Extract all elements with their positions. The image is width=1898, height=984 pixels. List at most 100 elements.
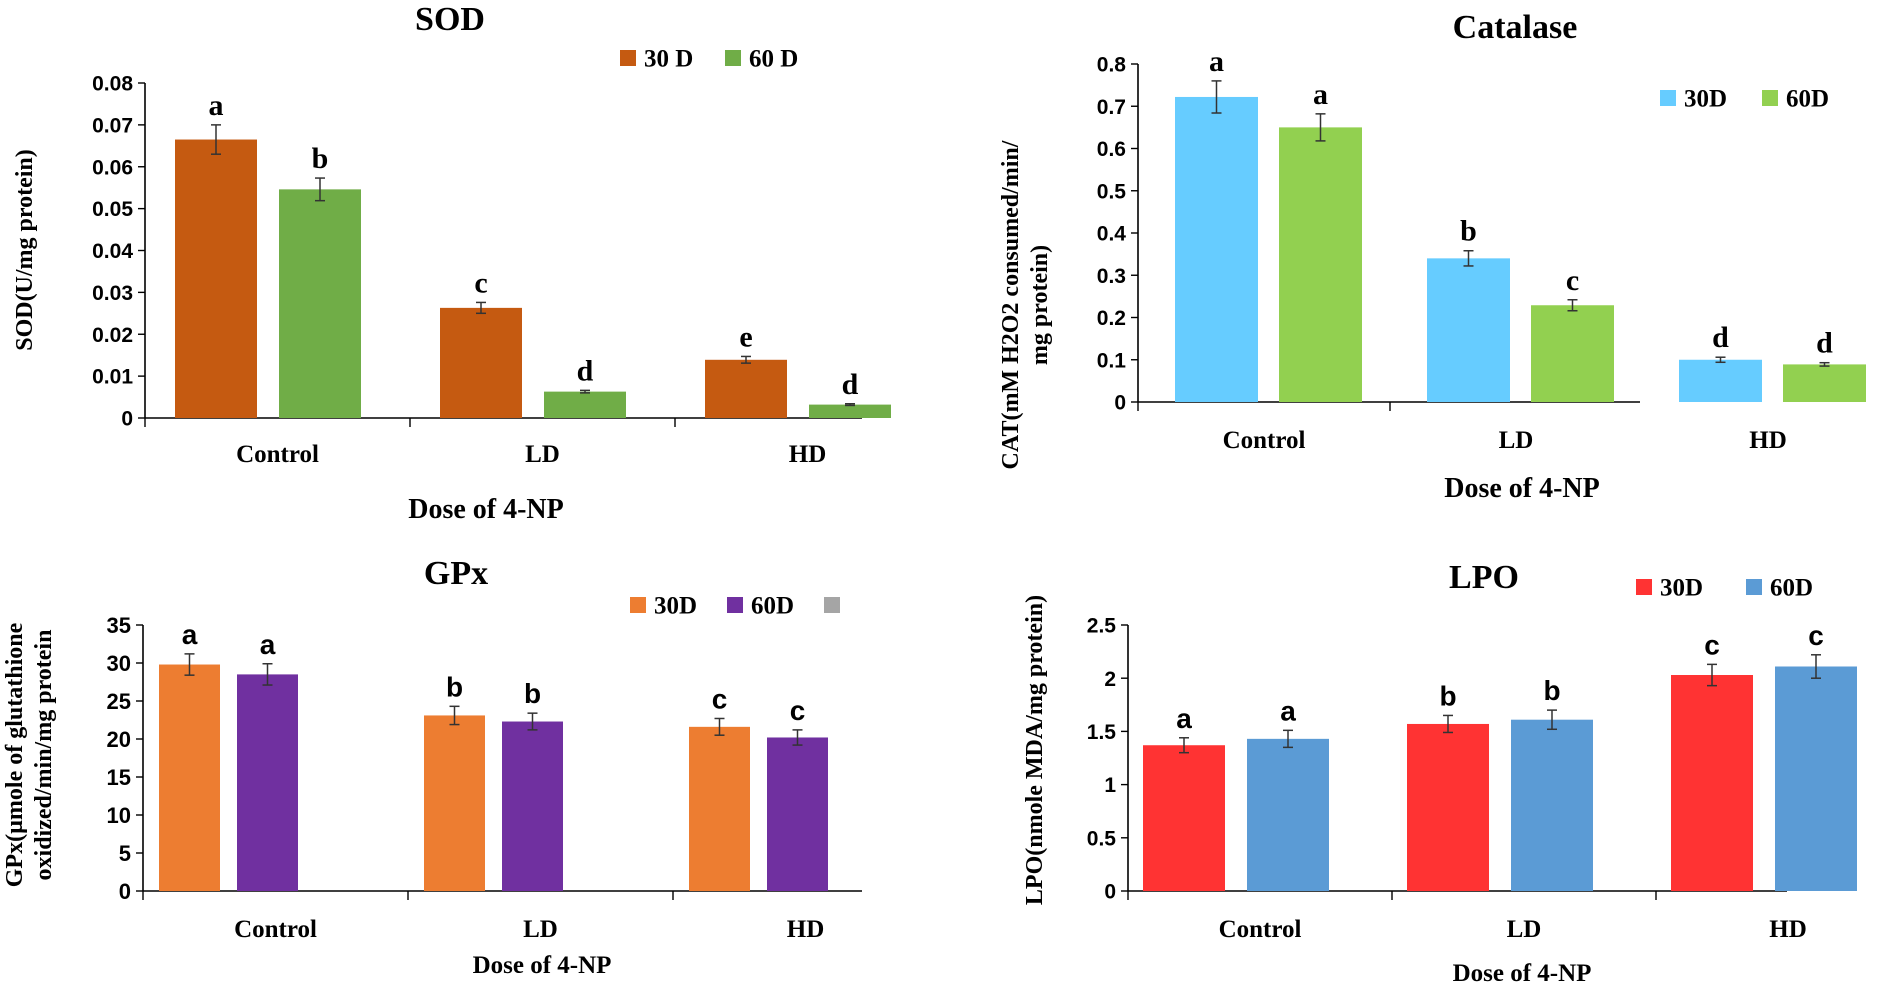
legend-label: 30D — [1684, 86, 1727, 113]
significance-letter: c — [1704, 629, 1720, 660]
y-tick-label: 0.4 — [1097, 223, 1127, 246]
gpx-chart-panel: GPx 0 5 10 15 20 25 30 35 a a Control b b LD c c HD Dose o… — [2, 555, 862, 979]
y-tick-label: 0.04 — [92, 240, 133, 263]
y-tick-label: 0.01 — [92, 366, 133, 389]
legend-label: 30D — [1660, 575, 1703, 602]
significance-letter: b — [1439, 680, 1456, 711]
bar-sod-control-30d — [175, 139, 257, 418]
y-tick-label: 0.06 — [92, 156, 133, 179]
significance-letter: b — [1460, 215, 1477, 248]
y-tick-label: 15 — [107, 765, 131, 790]
chart-title: GPx — [424, 555, 488, 592]
bar-cat-control-30d — [1175, 96, 1258, 402]
legend-swatch — [630, 597, 646, 613]
y-tick-label: 0.5 — [1087, 827, 1117, 850]
y-axis-title: GPx(µmole of glutathione oxidized/min/mg … — [2, 622, 57, 887]
significance-letter: c — [474, 266, 487, 299]
x-category-label: HD — [1749, 427, 1787, 454]
y-tick-label: 20 — [107, 727, 131, 752]
significance-letter: a — [260, 629, 276, 660]
bar-lpo-control-30d — [1143, 745, 1225, 891]
y-tick-label: 0.7 — [1097, 96, 1126, 119]
y-tick-label: 0.08 — [92, 73, 133, 96]
x-category-label: LD — [523, 916, 558, 943]
legend-swatch — [725, 50, 741, 66]
y-tick-label: 0 — [1104, 881, 1116, 904]
x-category-label: HD — [789, 441, 827, 468]
y-tick-label: 0.8 — [1097, 54, 1127, 77]
bar-lpo-ld-60d — [1511, 719, 1593, 891]
significance-letter: b — [446, 671, 463, 702]
chart-title: LPO — [1449, 559, 1519, 596]
y-axis-title: LPO(nmole MDA/mg protein) — [1022, 595, 1048, 905]
y-tick-label: 0.6 — [1097, 138, 1126, 161]
x-category-label: Control — [236, 441, 319, 468]
y-tick-label: 0 — [121, 408, 133, 431]
significance-letter: d — [842, 368, 859, 401]
y-axis-title: CAT(mM H2O2 consumed/min/mg protein) — [998, 140, 1053, 469]
x-axis-title: Dose of 4-NP — [473, 952, 612, 979]
x-axis-title: Dose of 4-NP — [408, 494, 564, 525]
y-axis-title-line: GPx(µmole of glutathione — [2, 622, 28, 887]
bar-lpo-control-60d — [1247, 738, 1329, 891]
bar-gpx-hd-60d — [767, 737, 828, 891]
bar-gpx-control-30d — [159, 664, 220, 891]
legend-label: 30 D — [644, 46, 693, 73]
significance-letter: b — [1543, 675, 1560, 706]
y-axis-title: SOD(U/mg protein) — [12, 149, 38, 351]
bar-lpo-hd-60d — [1775, 666, 1857, 891]
y-tick-label: 0.05 — [92, 198, 133, 221]
bar-gpx-ld-60d — [502, 721, 563, 891]
y-tick-label: 5 — [119, 841, 131, 866]
legend-swatch — [620, 50, 636, 66]
chart-title: SOD — [415, 1, 485, 38]
bar-gpx-hd-30d — [689, 726, 750, 891]
significance-letter: d — [1712, 321, 1729, 354]
legend-swatch — [1762, 90, 1778, 106]
significance-letter: b — [524, 678, 541, 709]
legend-label: 60D — [751, 593, 794, 620]
y-tick-label: 0 — [1114, 392, 1126, 415]
bar-lpo-hd-30d — [1671, 675, 1753, 891]
y-axis-title-line: mg protein) — [1027, 245, 1053, 365]
significance-letter: a — [1209, 45, 1224, 78]
legend-label: 60 D — [749, 46, 798, 73]
significance-letter: a — [1313, 78, 1328, 111]
catalase-chart-panel: Catalase 0 0.1 0.2 0.3 0.4 0.5 0.6 0.7 0.8 a a Contr… — [998, 9, 1866, 504]
x-axis-title: Dose of 4-NP — [1444, 473, 1600, 504]
y-tick-label: 30 — [107, 651, 131, 676]
bar-sod-control-60d — [279, 189, 361, 418]
significance-letter: c — [790, 695, 806, 726]
significance-letter: b — [312, 142, 329, 175]
bar-sod-hd-30d — [705, 359, 787, 418]
bar-gpx-ld-30d — [424, 715, 485, 891]
legend-swatch — [1636, 579, 1652, 595]
bar-lpo-ld-30d — [1407, 723, 1489, 891]
y-axis-title-line: CAT(mM H2O2 consumed/min/ — [998, 140, 1024, 469]
y-tick-label: 10 — [107, 803, 131, 828]
significance-letter: d — [1816, 327, 1833, 360]
y-axis-title-line: SOD(U/mg protein) — [12, 149, 38, 351]
significance-letter: e — [739, 320, 752, 353]
y-tick-label: 0.2 — [1097, 307, 1126, 330]
legend-swatch — [727, 597, 743, 613]
y-tick-label: 25 — [107, 689, 131, 714]
y-tick-label: 35 — [107, 613, 131, 638]
y-tick-label: 0.07 — [92, 114, 133, 137]
legend-swatch — [1746, 579, 1762, 595]
bar-cat-hd-60d — [1783, 364, 1866, 402]
significance-letter: a — [182, 619, 198, 650]
bar-cat-ld-60d — [1531, 305, 1614, 402]
y-tick-label: 0.02 — [92, 324, 133, 347]
bar-cat-hd-30d — [1679, 359, 1762, 402]
legend-label: 60D — [1786, 86, 1829, 113]
significance-letter: c — [712, 683, 728, 714]
y-tick-label: 2.5 — [1087, 615, 1117, 638]
bar-sod-ld-30d — [440, 307, 522, 418]
bar-gpx-control-60d — [237, 674, 298, 891]
bar-cat-control-60d — [1279, 127, 1362, 402]
x-category-label: LD — [525, 441, 560, 468]
y-tick-label: 1.5 — [1087, 721, 1117, 744]
chart-title: Catalase — [1453, 9, 1578, 46]
